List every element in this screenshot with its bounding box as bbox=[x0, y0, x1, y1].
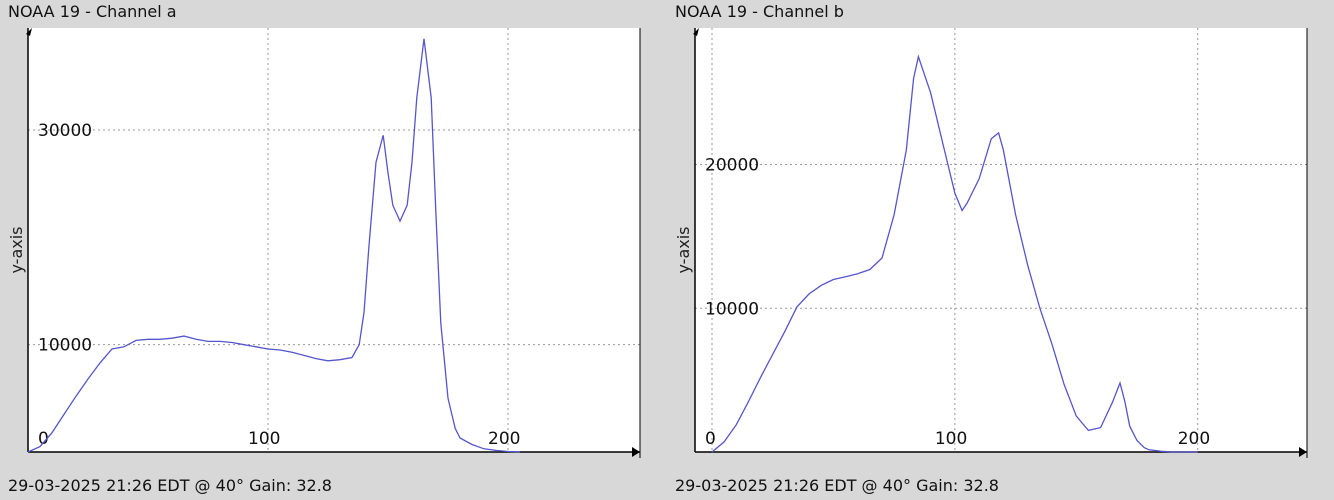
plot-area bbox=[695, 28, 1307, 452]
capture-info: 29-03-2025 21:26 EDT @ 40° Gain: 32.8 bbox=[8, 476, 332, 495]
y-tick-label: 20000 bbox=[705, 156, 759, 176]
y-axis-arrow bbox=[26, 28, 32, 36]
plot-area bbox=[28, 28, 640, 452]
x-tick-label: 200 bbox=[1178, 429, 1210, 449]
capture-info: 29-03-2025 21:26 EDT @ 40° Gain: 32.8 bbox=[675, 476, 999, 495]
chart-plot-b: 0 100 200 10000 20000 y-axis bbox=[674, 28, 1308, 458]
series-line bbox=[711, 54, 1198, 453]
y-axis-arrow bbox=[693, 28, 699, 36]
chart-panel-a: NOAA 19 - Channel a 0 100 200 10000 30000 y-a… bbox=[7, 2, 641, 495]
chart-title: NOAA 19 - Channel a bbox=[8, 2, 177, 21]
y-tick-label: 30000 bbox=[38, 121, 92, 141]
y-axis-title: y-axis bbox=[674, 226, 693, 273]
y-axis-title: y-axis bbox=[7, 226, 26, 273]
chart-plot-a: 0 100 200 10000 30000 y-axis bbox=[7, 28, 641, 458]
chart-panel-b: NOAA 19 - Channel b 0 100 200 10000 20000 y-a… bbox=[667, 0, 1334, 500]
x-tick-label: 200 bbox=[488, 429, 520, 449]
x-axis-arrow bbox=[632, 447, 640, 457]
x-tick-label: 100 bbox=[935, 429, 967, 449]
chart-title: NOAA 19 - Channel b bbox=[675, 2, 844, 21]
y-tick-label: 10000 bbox=[38, 336, 92, 356]
series-line bbox=[27, 38, 521, 453]
x-axis-arrow bbox=[1299, 447, 1307, 457]
x-tick-label: 100 bbox=[248, 429, 280, 449]
x-tick-label: 0 bbox=[38, 429, 49, 449]
y-tick-label: 10000 bbox=[705, 299, 759, 319]
x-tick-label: 0 bbox=[705, 429, 716, 449]
